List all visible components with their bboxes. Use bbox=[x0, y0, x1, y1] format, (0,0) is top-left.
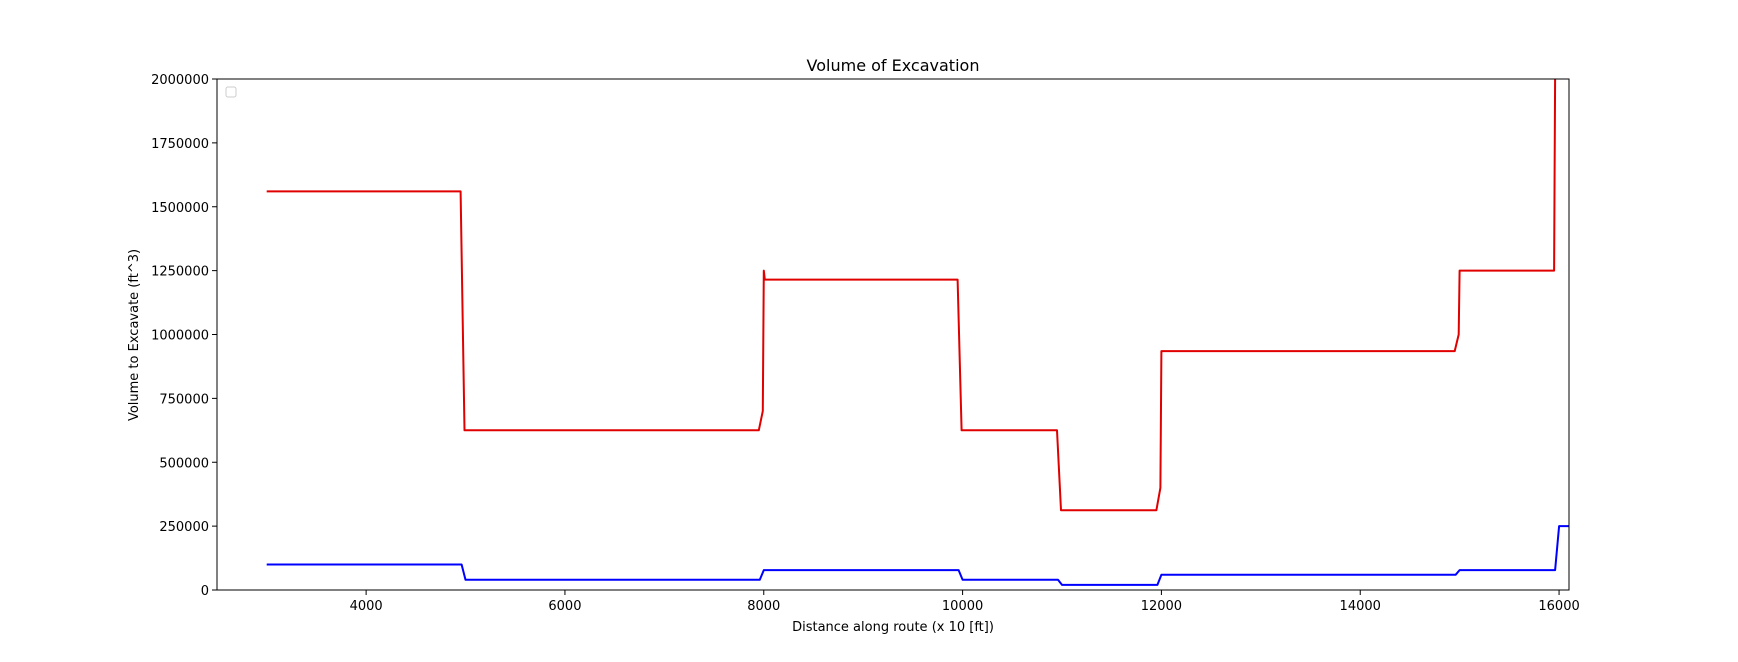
y-tick-label: 1250000 bbox=[151, 265, 209, 280]
y-tick-label: 500000 bbox=[159, 456, 209, 471]
y-tick-label: 1750000 bbox=[151, 137, 209, 152]
x-tick-label: 16000 bbox=[1538, 599, 1579, 614]
y-axis: 0 250000 500000 750000 1000000 1250000 1500000… bbox=[151, 73, 217, 599]
y-tick-label: 2000000 bbox=[151, 73, 209, 88]
y-tick-label: 250000 bbox=[159, 520, 209, 535]
x-tick-label: 10000 bbox=[942, 599, 983, 614]
series-line-1 bbox=[266, 79, 1557, 512]
x-axis-title: Distance along route (x 10 [ft]) bbox=[792, 620, 994, 635]
x-tick-label: 12000 bbox=[1141, 599, 1182, 614]
x-tick-label: 6000 bbox=[548, 599, 581, 614]
y-tick-label: 1500000 bbox=[151, 201, 209, 216]
y-tick-label: 1000000 bbox=[151, 329, 209, 344]
x-axis: 4000 6000 8000 10000 12000 14000 16000 bbox=[350, 590, 1580, 614]
x-tick-label: 4000 bbox=[350, 599, 383, 614]
plot-area bbox=[216, 78, 1570, 591]
x-tick-label: 8000 bbox=[747, 599, 780, 614]
series-layer bbox=[266, 79, 1569, 586]
y-tick-label: 750000 bbox=[159, 392, 209, 407]
legend-box bbox=[225, 86, 237, 98]
y-axis-title: Volume to Excavate (ft^3) bbox=[127, 249, 142, 421]
y-tick-label: 0 bbox=[201, 584, 209, 599]
x-tick-label: 14000 bbox=[1340, 599, 1381, 614]
series-line-2 bbox=[266, 525, 1569, 586]
chart-title: Volume of Excavation bbox=[807, 56, 980, 75]
